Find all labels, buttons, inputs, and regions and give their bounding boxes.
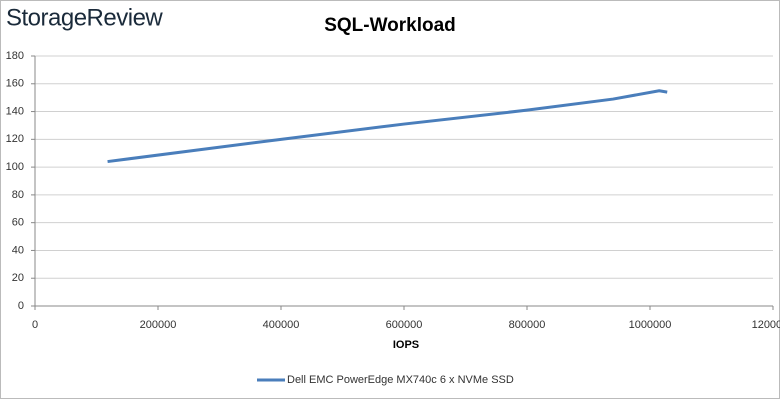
y-tick-label: 0: [18, 300, 24, 312]
y-tick-label: 140: [6, 105, 24, 117]
x-tick-label: 1200000: [752, 319, 780, 331]
y-tick-label: 20: [12, 272, 24, 284]
logo: StorageReview: [6, 4, 163, 31]
y-tick-label: 40: [12, 244, 24, 256]
data-line: [107, 89, 668, 164]
x-tick-label: 1000000: [629, 319, 672, 331]
y-tick-label: 180: [6, 50, 24, 62]
y-tick-label: 120: [6, 133, 24, 145]
x-axis-label: IOPS: [393, 339, 419, 351]
x-tick-label: 400000: [263, 319, 300, 331]
y-tick-label: 60: [12, 217, 24, 229]
x-tick-label: 800000: [509, 319, 546, 331]
x-tick-label: 0: [32, 319, 38, 331]
y-tick-label: 100: [6, 161, 24, 173]
x-tick-label: 200000: [140, 319, 177, 331]
legend-label: Dell EMC PowerEdge MX740c 6 x NVMe SSD: [287, 374, 514, 386]
y-tick-label: 160: [6, 78, 24, 90]
y-tick-label: 80: [12, 189, 24, 201]
x-tick-label: 600000: [386, 319, 423, 331]
chart-title: SQL-Workload: [324, 15, 456, 36]
